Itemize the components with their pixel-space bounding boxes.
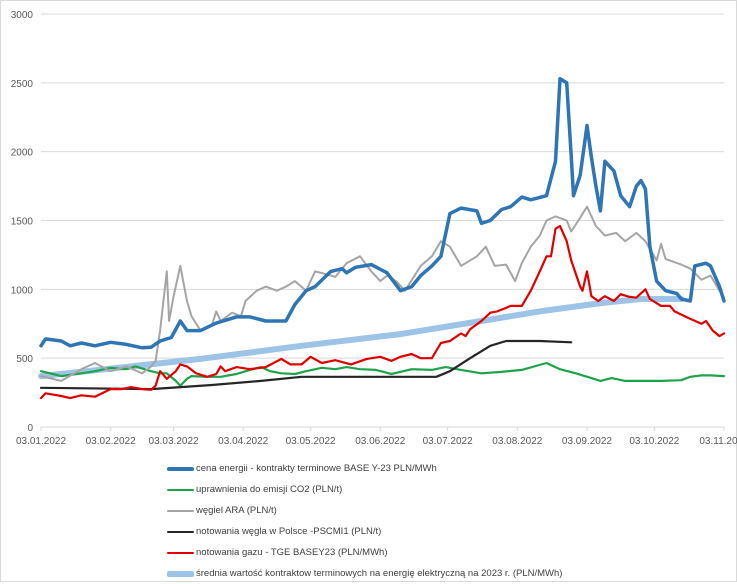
x-tick-label: 03.08.2022 — [492, 436, 542, 447]
legend-item: notowania węgla w Polsce -PSCMI1 (PLN/t) — [167, 521, 562, 542]
legend-label: notowania węgla w Polsce -PSCMI1 (PLN/t) — [196, 526, 382, 537]
x-tick-label: 03.01.2022 — [16, 436, 66, 447]
legend-swatch — [167, 488, 194, 491]
y-tick-label: 3000 — [11, 10, 34, 21]
legend-item: cena energii - kontrakty terminowe BASE … — [167, 458, 562, 479]
legend-item: uprawnienia do emisji CO2 (PLN/t) — [167, 479, 562, 500]
legend-label: cena energii - kontrakty terminowe BASE … — [196, 463, 437, 474]
legend-item: notowania gazu - TGE BASEY23 (PLN/MWh) — [167, 542, 562, 563]
x-tick-label: 03.09.2022 — [562, 436, 612, 447]
legend-swatch — [167, 466, 194, 471]
y-tick-label: 1000 — [11, 285, 34, 296]
legend: cena energii - kontrakty terminowe BASE … — [167, 458, 562, 584]
series-line-5 — [38, 296, 685, 380]
legend-label: średnia wartość kontraktow terminowych n… — [196, 568, 563, 579]
y-tick-label: 1500 — [11, 217, 34, 228]
legend-label: uprawnienia do emisji CO2 (PLN/t) — [196, 484, 343, 495]
y-tick-label: 0 — [27, 423, 33, 434]
x-tick-label: 03.02.2022 — [86, 436, 136, 447]
series-line-0 — [39, 76, 726, 350]
line-chart: 0 500 1000 1500 2000 2500 3000 03.01.2022 03.02.… — [11, 10, 737, 447]
x-tick-label: 03.11.2022 — [699, 436, 737, 447]
y-tick-label: 2500 — [11, 79, 34, 90]
legend-item: średnia wartość kontraktow terminowych n… — [167, 563, 562, 584]
legend-item: węgiel ARA (PLN/t) — [167, 500, 562, 521]
x-tick-label: 03.07.2022 — [423, 436, 473, 447]
series-line-1 — [39, 361, 726, 387]
legend-swatch — [167, 551, 194, 554]
legend-label: notowania gazu - TGE BASEY23 (PLN/MWh) — [196, 547, 388, 558]
legend-label: węgiel ARA (PLN/t) — [196, 505, 277, 516]
series-line-4 — [39, 224, 726, 400]
y-tick-label: 500 — [16, 354, 33, 365]
series-line-3 — [39, 339, 573, 391]
x-tick-label: 03.03.2022 — [149, 436, 199, 447]
x-tick-label: 03.05.2022 — [286, 436, 336, 447]
legend-swatch — [167, 509, 194, 512]
x-tick-label: 03.10.2022 — [629, 436, 679, 447]
x-tick-label: 03.06.2022 — [355, 436, 405, 447]
y-tick-label: 2000 — [11, 148, 34, 159]
legend-swatch — [167, 570, 194, 577]
legend-swatch — [167, 530, 194, 533]
x-tick-label: 03.04.2022 — [218, 436, 268, 447]
